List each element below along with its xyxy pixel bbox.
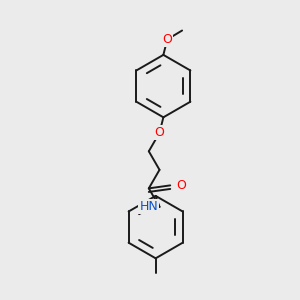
Text: O: O xyxy=(154,126,164,139)
Text: O: O xyxy=(162,33,172,46)
Text: HN: HN xyxy=(139,200,158,213)
Text: O: O xyxy=(177,179,187,192)
